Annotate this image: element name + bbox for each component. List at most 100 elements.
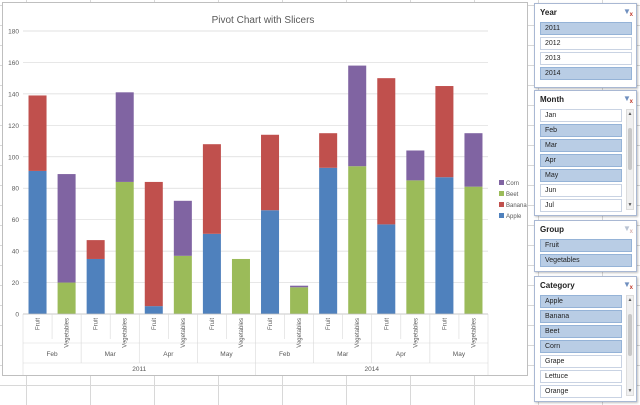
bar-beet	[115, 181, 134, 314]
slicer-scrollbar[interactable]: ▲ ▼	[626, 295, 634, 396]
x-group-label: Vegetables	[181, 318, 187, 348]
bar-beet	[231, 258, 250, 314]
slicer-item-corn[interactable]: Corn	[540, 340, 622, 353]
slicer-item-2013[interactable]: 2013	[540, 52, 632, 65]
bar-beet	[173, 255, 192, 314]
legend-label-banana: Banana	[506, 203, 527, 209]
bar-beet	[348, 166, 367, 314]
slicer-item-list: Apple Banana Beet Corn Grape Lettuce Orange ▲ ▼	[535, 295, 636, 398]
legend-swatch-banana	[499, 202, 504, 207]
bar-apple	[377, 224, 396, 314]
bar-apple	[144, 306, 163, 314]
slicer-item-2011[interactable]: 2011	[540, 22, 632, 35]
y-tick-label: 100	[8, 154, 19, 161]
category-slicer[interactable]: Category ▼ x Apple Banana Beet Corn Grape Lett…	[534, 276, 637, 402]
slicer-item-apr[interactable]: Apr	[540, 154, 622, 167]
y-tick-label: 80	[12, 186, 20, 193]
clear-filter-icon[interactable]: ▼ x	[623, 7, 633, 18]
slicer-item-beet[interactable]: Beet	[540, 325, 622, 338]
slicer-item-orange[interactable]: Orange	[540, 385, 622, 398]
bar-banana	[319, 133, 338, 168]
bar-apple	[319, 167, 338, 314]
clear-filter-icon[interactable]: ▼ x	[623, 94, 633, 105]
slicer-item-jun[interactable]: Jun	[540, 184, 622, 197]
slicer-header: Group ▼ x	[535, 221, 636, 239]
year-slicer[interactable]: Year ▼ x 2011 2012 2013 2014	[534, 3, 637, 88]
x-group-label: Fruit	[384, 318, 390, 330]
scroll-up-arrow-icon[interactable]: ▲	[627, 297, 633, 303]
slicer-header: Year ▼ x	[535, 4, 636, 22]
slicer-item-may[interactable]: May	[540, 169, 622, 182]
x-month-label: Feb	[279, 351, 291, 358]
x-group-label: Vegetables	[413, 318, 419, 348]
legend-swatch-apple	[499, 213, 504, 218]
bar-corn	[57, 174, 76, 283]
chart-title: Pivot Chart with Slicers	[212, 15, 315, 26]
y-tick-label: 0	[15, 312, 19, 319]
chart-canvas: Pivot Chart with Slicers 0 20 40 60 80 100 120 1…	[8, 15, 527, 375]
slicer-item-list: Fruit Vegetables	[535, 239, 636, 267]
bar-corn	[406, 150, 425, 181]
scroll-down-arrow-icon[interactable]: ▼	[627, 388, 633, 394]
bar-apple	[435, 177, 454, 314]
group-slicer[interactable]: Group ▼ x Fruit Vegetables	[534, 220, 637, 272]
y-tick-label: 180	[8, 29, 19, 36]
x-group-label: Vegetables	[471, 318, 477, 348]
y-tick-label: 60	[12, 217, 20, 224]
slicer-item-jul[interactable]: Jul	[540, 199, 622, 212]
slicer-item-2012[interactable]: 2012	[540, 37, 632, 50]
y-tick-label: 140	[8, 91, 19, 98]
bar-beet	[406, 180, 425, 314]
legend-swatch-beet	[499, 191, 504, 196]
slicer-item-mar[interactable]: Mar	[540, 139, 622, 152]
bar-banana	[261, 134, 280, 211]
x-group-label: Vegetables	[355, 318, 361, 348]
bar-beet	[57, 282, 76, 314]
scroll-thumb[interactable]	[628, 314, 632, 356]
slicer-item-jan[interactable]: Jan	[540, 109, 622, 122]
x-group-label: Vegetables	[123, 318, 129, 348]
slicer-item-fruit[interactable]: Fruit	[540, 239, 632, 252]
x-group-label: Fruit	[210, 318, 216, 330]
bar-corn	[464, 133, 483, 187]
pivot-chart[interactable]: Pivot Chart with Slicers 0 20 40 60 80 100 120 1…	[2, 2, 528, 376]
bar-apple	[28, 170, 47, 314]
y-tick-label: 20	[12, 280, 20, 287]
slicer-item-feb[interactable]: Feb	[540, 124, 622, 137]
bar-banana	[144, 181, 163, 307]
y-tick-label: 40	[12, 249, 20, 256]
slicer-scrollbar[interactable]: ▲ ▼	[626, 109, 634, 210]
bar-banana	[28, 95, 47, 171]
slicer-item-2014[interactable]: 2014	[540, 67, 632, 80]
slicer-item-grape[interactable]: Grape	[540, 355, 622, 368]
scroll-thumb[interactable]	[628, 128, 632, 170]
legend-swatch-corn	[499, 180, 504, 185]
bar-banana	[86, 240, 105, 259]
bar-apple	[86, 258, 105, 314]
x-year-label: 2014	[365, 366, 380, 373]
slicer-item-vegetables[interactable]: Vegetables	[540, 254, 632, 267]
legend-label-beet: Beet	[506, 192, 519, 198]
x-month-label: Mar	[337, 351, 349, 358]
slicer-item-apple[interactable]: Apple	[540, 295, 622, 308]
bar-corn	[290, 285, 309, 288]
slicer-title: Group	[540, 225, 564, 234]
x-group-label: Vegetables	[65, 318, 71, 348]
slicer-header: Category ▼ x	[535, 277, 636, 295]
slicer-item-lettuce[interactable]: Lettuce	[540, 370, 622, 383]
month-slicer[interactable]: Month ▼ x Jan Feb Mar Apr May Jun Jul ▲ ▼	[534, 90, 637, 216]
slicer-title: Year	[540, 8, 557, 17]
scroll-down-arrow-icon[interactable]: ▼	[627, 202, 633, 208]
clear-filter-icon[interactable]: ▼ x	[623, 280, 633, 291]
slicer-item-banana[interactable]: Banana	[540, 310, 622, 323]
clear-filter-icon[interactable]: ▼ x	[623, 224, 633, 235]
x-month-label: Feb	[46, 351, 58, 358]
y-tick-label: 160	[8, 60, 19, 67]
scroll-up-arrow-icon[interactable]: ▲	[627, 111, 633, 117]
bar-apple	[261, 210, 280, 314]
x-group-label: Vegetables	[239, 318, 245, 348]
x-group-label: Vegetables	[297, 318, 303, 348]
x-group-label: Fruit	[326, 318, 332, 330]
slicer-title: Category	[540, 281, 575, 290]
y-tick-label: 120	[8, 123, 19, 130]
